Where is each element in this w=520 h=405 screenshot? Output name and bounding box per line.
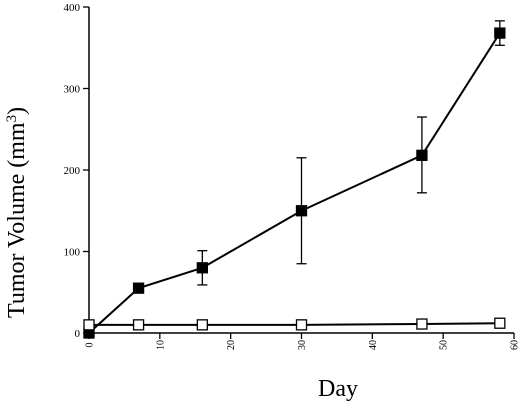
x-tick-label: 30 — [297, 340, 308, 350]
x-axis-title: Day — [318, 376, 358, 402]
y-axis-title-end: ) — [4, 107, 30, 115]
y-axis-title-main: Tumor Volume (mm — [4, 122, 30, 318]
series-1-point — [295, 205, 308, 217]
series-2-point — [416, 318, 428, 330]
x-tick-label: 20 — [226, 340, 237, 350]
y-tick-label: 100 — [64, 247, 81, 259]
x-tick-label: 50 — [439, 340, 450, 350]
series-1-point — [196, 262, 208, 274]
x-tick-label: 10 — [155, 340, 166, 350]
y-tick-label: 200 — [64, 165, 81, 177]
series-1-point — [132, 282, 145, 294]
x-tick-label: 0 — [85, 343, 96, 348]
series-1-point — [494, 27, 506, 39]
series-2-point — [494, 317, 506, 329]
series-2-point — [83, 319, 95, 331]
x-tick-label: 60 — [510, 340, 520, 350]
series-1-line — [88, 32, 501, 334]
x-tick-label: 40 — [368, 340, 379, 350]
series-1-point — [416, 149, 428, 161]
y-tick-label: 0 — [75, 328, 81, 340]
series-2-line — [89, 322, 500, 326]
y-tick-label: 400 — [64, 2, 81, 14]
y-tick-label: 300 — [64, 84, 81, 96]
y-axis-title: Tumor Volume (mm3) — [4, 107, 30, 318]
series-2-point — [295, 319, 308, 331]
series-2-point — [196, 319, 208, 331]
y-axis-title-sup: 3 — [4, 115, 20, 123]
series-2-point — [132, 319, 145, 331]
